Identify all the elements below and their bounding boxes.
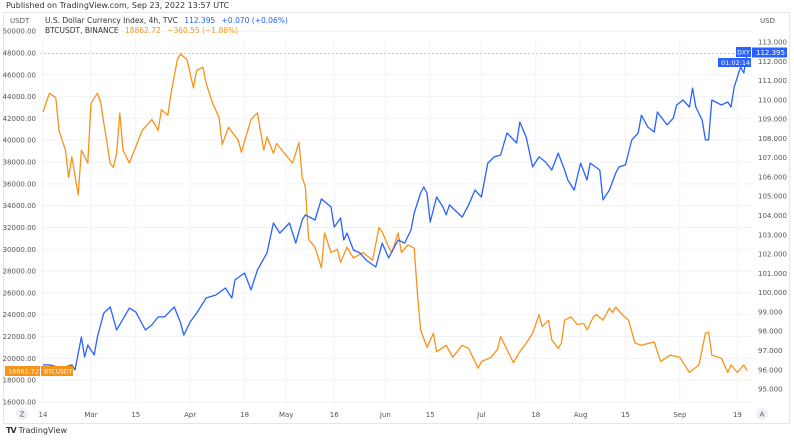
right-tick-label: 110.000: [758, 96, 787, 104]
zoom-reset-button[interactable]: Z: [16, 408, 28, 420]
svg-text:BTCUSDT, BINANCE 18862.7: BTCUSDT, BINANCE 18862.72 −360.55 (−1.88…: [45, 26, 238, 35]
time-tick-label: 18: [531, 411, 540, 419]
left-tick-label: 20000.00: [3, 355, 36, 363]
dxy-badge: DXY 112.395 01:02:14: [718, 47, 787, 67]
right-tick-label: 111.000: [758, 77, 787, 85]
time-tick-label: 15: [131, 411, 140, 419]
left-tick-label: 30000.00: [3, 246, 36, 254]
published-caption: Published on TradingView.com, Sep 23, 20…: [6, 1, 230, 10]
right-axis: 95.000 96.000 97.000 98.000 99.000 100.000 101…: [758, 39, 787, 394]
time-tick-label: 19: [733, 411, 742, 419]
left-tick-label: 28000.00: [3, 268, 36, 276]
left-axis: 16000.00 18000.00 20000.00 22000.00 24000.00…: [3, 28, 36, 407]
right-tick-label: 100.000: [758, 289, 787, 297]
btc-badge-label: BTCUSDT: [44, 369, 72, 376]
series-line-btcusdt: [42, 53, 748, 374]
left-tick-label: 44000.00: [3, 93, 36, 101]
btc-badge: 18862.72 BTCUSDT: [5, 366, 73, 376]
time-tick-label: Aug: [574, 411, 588, 419]
legend-btc-change: −360.55 (−1.88%): [167, 26, 238, 35]
left-tick-label: 16000.00: [3, 398, 36, 406]
right-tick-label: 97.000: [758, 347, 783, 355]
btc-price-label: 18862.72: [8, 368, 39, 376]
right-tick-label: 105.000: [758, 193, 787, 201]
left-tick-label: 40000.00: [3, 137, 36, 145]
right-tick-label: 109.000: [758, 116, 787, 124]
right-tick-label: 95.000: [758, 386, 783, 394]
time-tick-label: 14: [39, 411, 48, 419]
tradingview-logo-text: TradingView: [18, 426, 67, 435]
grid: [40, 30, 752, 405]
chart-frame: [3, 12, 790, 424]
legend-dxy-change: +0.070 (+0.06%): [222, 16, 288, 25]
left-axis-unit: USDT: [10, 17, 30, 25]
legend-btc-last: 18862.72: [125, 26, 161, 35]
time-tick-label: Jul: [476, 411, 486, 419]
left-tick-label: 46000.00: [3, 71, 36, 79]
auto-scale-button[interactable]: A: [756, 408, 768, 420]
legend-dxy-last: 112.395: [184, 16, 215, 25]
right-tick-label: 102.000: [758, 251, 787, 259]
svg-text:Z: Z: [20, 411, 25, 419]
right-tick-label: 101.000: [758, 270, 787, 278]
right-tick-label: 98.000: [758, 328, 783, 336]
legend-dxy-name: U.S. Dollar Currency Index, 4h, TVC: [45, 16, 178, 25]
dxy-countdown: 01:02:14: [721, 59, 750, 67]
time-tick-label: Apr: [184, 411, 196, 419]
left-tick-label: 32000.00: [3, 224, 36, 232]
right-tick-label: 99.000: [758, 308, 783, 316]
dxy-badge-label: DXY: [737, 50, 750, 57]
left-tick-label: 34000.00: [3, 202, 36, 210]
time-tick-label: 15: [621, 411, 630, 419]
time-tick-label: May: [279, 411, 293, 419]
left-tick-label: 36000.00: [3, 180, 36, 188]
right-axis-unit: USD: [760, 17, 775, 25]
time-axis: 14 Mar 15 Apr 18 May 16 Jun 15 Jul 18 Aug 15 Sep 19: [39, 411, 742, 419]
left-tick-label: 48000.00: [3, 50, 36, 58]
right-tick-label: 113.000: [758, 39, 787, 47]
tradingview-logo-mark: TV: [6, 426, 17, 435]
svg-text:A: A: [760, 411, 765, 419]
left-tick-label: 50000.00: [3, 28, 36, 36]
left-tick-label: 24000.00: [3, 311, 36, 319]
right-tick-label: 108.000: [758, 135, 787, 143]
left-tick-label: 18000.00: [3, 377, 36, 385]
left-tick-label: 42000.00: [3, 115, 36, 123]
left-tick-label: 26000.00: [3, 289, 36, 297]
right-tick-label: 103.000: [758, 231, 787, 239]
dxy-price-label: 112.395: [756, 49, 785, 57]
legend: U.S. Dollar Currency Index, 4h, TVC 112.…: [45, 16, 288, 35]
svg-text:U.S. Dollar Currency Index, 4h: U.S. Dollar Currency Index, 4h, TVC 112.…: [45, 16, 288, 25]
time-tick-label: Jun: [379, 411, 391, 419]
right-tick-label: 96.000: [758, 366, 783, 374]
right-tick-label: 106.000: [758, 173, 787, 181]
time-tick-label: 18: [240, 411, 249, 419]
right-tick-label: 112.000: [758, 58, 787, 66]
left-tick-label: 38000.00: [3, 159, 36, 167]
left-tick-label: 22000.00: [3, 333, 36, 341]
right-tick-label: 107.000: [758, 154, 787, 162]
legend-btc-name: BTCUSDT, BINANCE: [45, 26, 119, 35]
time-tick-label: 16: [330, 411, 339, 419]
right-tick-label: 104.000: [758, 212, 787, 220]
tradingview-logo[interactable]: TV TradingView: [6, 426, 67, 435]
time-tick-label: 15: [426, 411, 435, 419]
time-tick-label: Mar: [84, 411, 97, 419]
time-tick-label: Sep: [673, 411, 687, 419]
series-line-dxy: [43, 53, 748, 371]
